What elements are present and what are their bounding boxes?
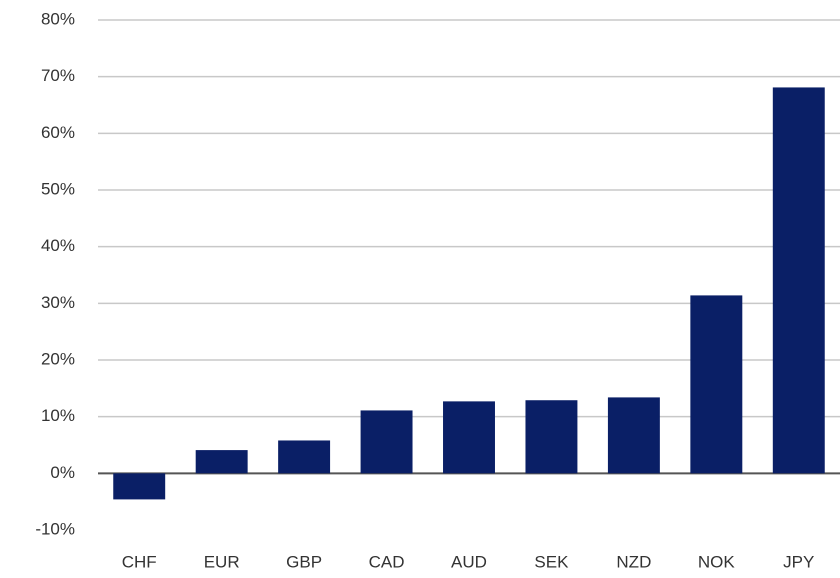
x-tick-label: NOK — [698, 552, 736, 571]
bar — [607, 397, 660, 474]
x-tick-label: CAD — [369, 552, 405, 571]
y-tick-label: -10% — [35, 519, 75, 538]
x-tick-label: SEK — [534, 552, 569, 571]
y-tick-label: 10% — [41, 406, 75, 425]
bar — [195, 450, 248, 474]
x-tick-label: JPY — [783, 552, 814, 571]
bar — [113, 473, 166, 500]
y-tick-label: 50% — [41, 179, 75, 198]
y-tick-label: 0% — [50, 463, 75, 482]
y-tick-label: 40% — [41, 236, 75, 255]
x-tick-label: NZD — [616, 552, 651, 571]
y-tick-label: 30% — [41, 293, 75, 312]
x-tick-label: AUD — [451, 552, 487, 571]
bar — [525, 400, 578, 474]
y-tick-label: 70% — [41, 66, 75, 85]
y-tick-label: 60% — [41, 123, 75, 142]
bar — [278, 440, 331, 474]
x-tick-label: CHF — [122, 552, 157, 571]
x-tick-label: GBP — [286, 552, 322, 571]
y-tick-label: 80% — [41, 9, 75, 28]
bar — [690, 295, 743, 474]
y-tick-label: 20% — [41, 349, 75, 368]
bar — [772, 87, 825, 474]
x-tick-label: EUR — [204, 552, 240, 571]
bar — [443, 401, 495, 474]
bar — [360, 410, 413, 474]
